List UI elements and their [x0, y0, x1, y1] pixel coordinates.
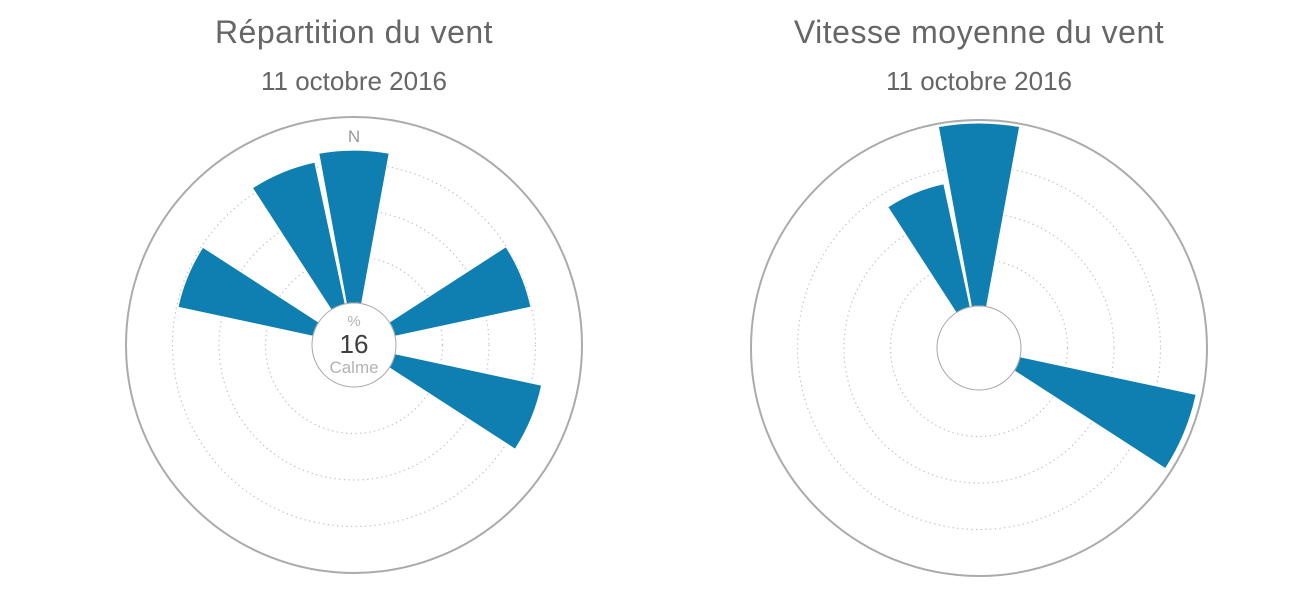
chart-title: Vitesse moyenne du vent [793, 14, 1165, 50]
center-hole-circle [936, 305, 1022, 391]
north-axis-label: N [347, 127, 361, 146]
grid-ring-2 [843, 212, 1115, 484]
outer-rim-circle [750, 119, 1208, 577]
grid-ring-3 [796, 165, 1162, 531]
chart-title: Répartition du vent [214, 14, 494, 50]
chart-subtitle: 11 octobre 2016 [261, 66, 447, 96]
wind-speed-chart: Vitesse moyenne du vent 11 octobre 2016 [744, 0, 1214, 610]
wind-speed-rose-svg [750, 119, 1208, 577]
chart-subtitle: 11 octobre 2016 [886, 66, 1072, 96]
grid-ring-1 [264, 255, 444, 435]
calm-center-label: % 16 Calme [119, 313, 589, 378]
outer-rim-circle [125, 116, 583, 574]
center-hole-circle [311, 302, 397, 388]
wind-distribution-chart: Répartition du vent 11 octobre 2016 N % … [119, 0, 589, 610]
calm-caption: Calme [329, 358, 379, 377]
wind-distribution-rose-svg [125, 116, 583, 574]
grid-ring-2 [218, 209, 490, 481]
calm-value: 16 [339, 329, 369, 359]
grid-ring-1 [889, 258, 1069, 438]
wind-wedge-ESE[interactable] [1013, 356, 1197, 470]
calm-unit-label: % [347, 313, 361, 330]
grid-ring-3 [171, 162, 537, 528]
